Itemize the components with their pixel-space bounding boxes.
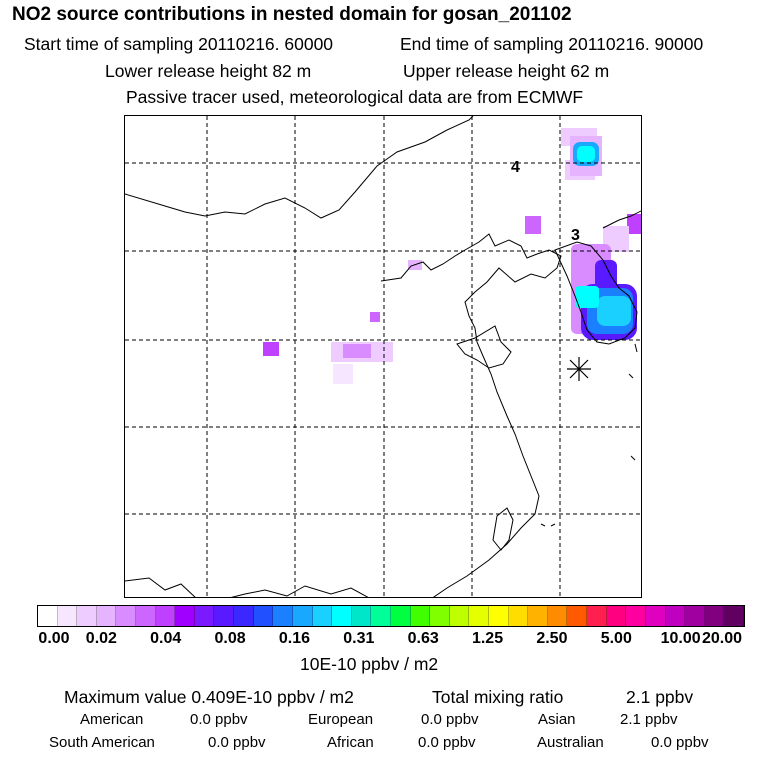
map-panel: 4 3 xyxy=(124,115,642,598)
color-scale-cell xyxy=(214,606,235,626)
color-scale-cell xyxy=(508,606,529,626)
color-scale-tick-label: 5.00 xyxy=(600,630,632,647)
plume-cell xyxy=(263,342,279,356)
total-mixing-label: Total mixing ratio xyxy=(432,687,564,707)
color-scale-cell xyxy=(38,606,58,626)
color-scale-cell xyxy=(312,606,333,626)
plume-cell xyxy=(627,214,641,234)
color-scale-cell xyxy=(116,606,137,626)
coastline xyxy=(554,241,638,345)
plume-cell xyxy=(597,296,631,326)
color-scale-cell xyxy=(371,606,391,626)
color-scale-cell xyxy=(155,606,176,626)
european-value: 0.0 ppbv xyxy=(421,711,479,728)
american-label: American xyxy=(80,711,144,728)
color-scale-cell xyxy=(685,606,705,626)
color-scale-cell xyxy=(528,606,548,626)
australian-label: Australian xyxy=(537,734,604,751)
color-scale-cell xyxy=(234,606,254,626)
australian-value: 0.0 ppbv xyxy=(651,734,709,751)
plume-cell xyxy=(525,216,541,234)
color-scale-cell xyxy=(547,606,568,626)
color-scale-cell xyxy=(253,606,274,626)
color-scale-cell xyxy=(273,606,293,626)
upper-release-height: Upper release height 62 m xyxy=(403,61,610,81)
color-scale-tick-label: 0.02 xyxy=(85,630,117,647)
color-scale-cell xyxy=(390,606,411,626)
color-scale-cell xyxy=(351,606,372,626)
coastline xyxy=(456,325,512,369)
color-scale-cell xyxy=(606,606,627,626)
color-scale-tick-label: 2.50 xyxy=(536,630,568,647)
color-scale-tick-label: 0.08 xyxy=(214,630,246,647)
color-scale-cell xyxy=(410,606,431,626)
coastline xyxy=(540,343,638,527)
coastline xyxy=(125,577,196,597)
color-scale-cell xyxy=(665,606,686,626)
south-american-label: South American xyxy=(49,734,155,751)
plume-cell xyxy=(575,286,599,308)
color-scale-units: 10E-10 ppbv / m2 xyxy=(300,654,439,674)
color-scale-cell xyxy=(567,606,588,626)
american-value: 0.0 ppbv xyxy=(190,711,248,728)
end-time: End time of sampling 20110216. 90000 xyxy=(400,34,704,54)
color-scale-tick-label: 10.00 xyxy=(660,630,701,647)
african-label: African xyxy=(327,734,374,751)
asian-label: Asian xyxy=(538,711,576,728)
coastline xyxy=(380,233,562,597)
plume-cell xyxy=(343,344,371,358)
color-scale-cell xyxy=(626,606,646,626)
color-scale-cell xyxy=(292,606,313,626)
color-scale-tick-label: 0.04 xyxy=(150,630,182,647)
plume-cell xyxy=(333,364,353,384)
color-scale-bar xyxy=(37,605,745,627)
concentration-field xyxy=(263,128,641,384)
coastline xyxy=(492,507,514,551)
color-scale-tick-label: 1.25 xyxy=(471,630,504,647)
color-scale-cell xyxy=(449,606,470,626)
color-scale-tick-label: 0.63 xyxy=(407,630,439,647)
color-scale-cell xyxy=(704,606,725,626)
african-value: 0.0 ppbv xyxy=(418,734,476,751)
color-scale-cell xyxy=(469,606,490,626)
color-scale-tick-label: 0.16 xyxy=(278,630,311,647)
coastline xyxy=(602,210,641,229)
color-scale-cell xyxy=(175,606,195,626)
color-scale-cell xyxy=(194,606,215,626)
color-scale-cell xyxy=(136,606,156,626)
color-scale-cell xyxy=(57,606,78,626)
color-scale-cell xyxy=(77,606,97,626)
color-scale-cell xyxy=(587,606,607,626)
color-scale-tick-label: 20.00 xyxy=(701,630,743,647)
european-label: European xyxy=(308,711,374,728)
south-american-value: 0.0 ppbv xyxy=(208,734,266,751)
tracer-note: Passive tracer used, meteorological data… xyxy=(126,87,584,107)
receptor-asterisk-icon xyxy=(567,357,591,381)
color-scale-cell xyxy=(724,606,744,626)
map-canvas: 4 3 xyxy=(125,116,641,597)
color-scale-cell xyxy=(332,606,352,626)
grid-label-4: 4 xyxy=(511,159,520,176)
coastlines xyxy=(125,116,641,597)
coastline xyxy=(125,116,474,219)
coastline xyxy=(230,585,369,597)
plume-cell xyxy=(577,146,595,162)
grid-label-3: 3 xyxy=(571,227,580,244)
lower-release-height: Lower release height 82 m xyxy=(105,61,312,81)
color-scale-cell xyxy=(430,606,450,626)
plume-cell xyxy=(370,312,380,322)
plot-title: NO2 source contributions in nested domai… xyxy=(12,4,572,25)
total-mixing-value: 2.1 ppbv xyxy=(626,687,694,707)
color-scale-tick-label: 0.00 xyxy=(38,630,70,647)
lat-lon-grid xyxy=(125,116,641,597)
color-scale-cell xyxy=(489,606,509,626)
color-scale-cell xyxy=(96,606,117,626)
start-time: Start time of sampling 20110216. 60000 xyxy=(24,34,334,54)
color-scale-cell xyxy=(645,606,666,626)
maximum-value: Maximum value 0.409E-10 ppbv / m2 xyxy=(64,687,354,707)
color-scale-tick-label: 0.31 xyxy=(343,630,375,647)
asian-value: 2.1 ppbv xyxy=(620,711,678,728)
